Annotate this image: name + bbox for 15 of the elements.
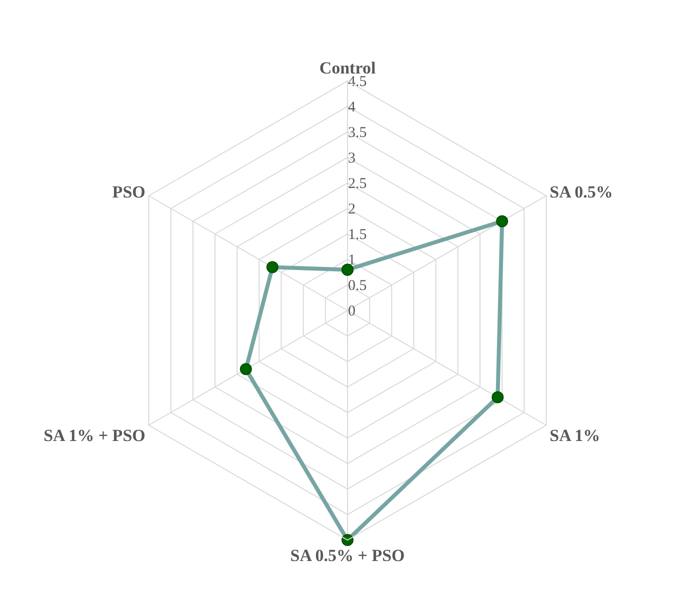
- y-tick-label: 3: [348, 150, 356, 166]
- spoke-label: SA 1% + PSO: [44, 426, 146, 445]
- spoke-label: PSO: [112, 182, 146, 202]
- y-tick-label: 1: [348, 252, 356, 268]
- y-tick-label: 4.5: [348, 74, 367, 90]
- y-tick-label: 2: [348, 201, 356, 218]
- y-tick-label: 0: [348, 303, 356, 320]
- spoke-label: SA 0.5% + PSO: [290, 546, 405, 565]
- y-tick-label: 3.5: [348, 124, 367, 141]
- spoke-label: SA 1%: [550, 426, 600, 445]
- spoke-label: SA 0.5%: [550, 182, 613, 202]
- y-tick-label: 0.5: [348, 278, 367, 294]
- y-tick-label: 2.5: [348, 176, 367, 192]
- y-tick-label: 1.5: [348, 226, 367, 243]
- y-tick-label: 4: [348, 99, 356, 116]
